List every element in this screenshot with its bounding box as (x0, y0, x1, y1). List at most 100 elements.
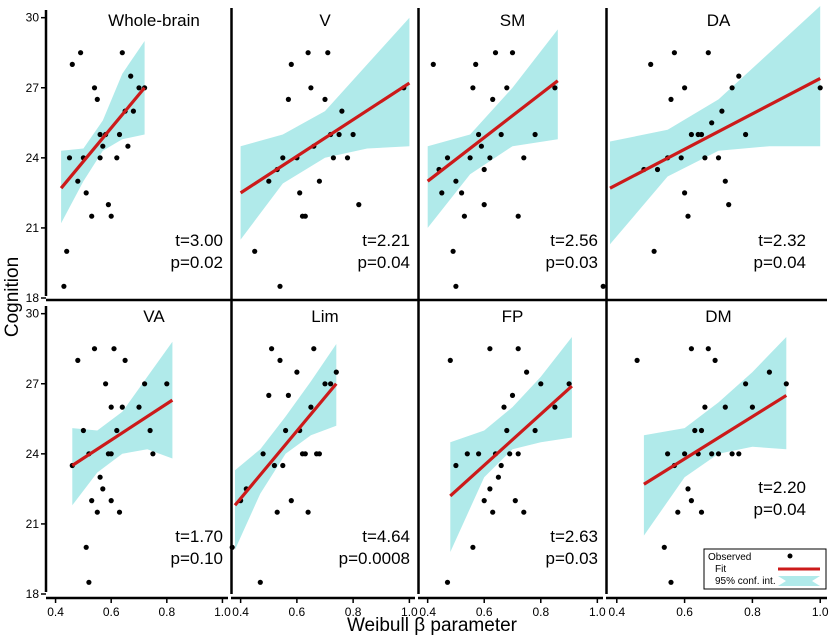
legend-label-ci: 95% conf. int. (715, 576, 776, 587)
observed-point (136, 85, 142, 91)
observed-point (783, 381, 789, 387)
panel-fp: FP t=2.63 p=0.03 (444, 307, 598, 585)
y-tick-label: 18 (26, 587, 40, 601)
observed-point (521, 155, 527, 161)
observed-point (682, 451, 688, 457)
observed-point (461, 213, 467, 219)
confidence-band (643, 337, 787, 536)
observed-point (665, 451, 671, 457)
observed-point (749, 404, 756, 410)
observed-point (257, 579, 263, 585)
observed-point (470, 544, 476, 550)
legend-marker-observed (787, 553, 793, 559)
confidence-band (72, 341, 173, 506)
observed-point (487, 155, 493, 161)
observed-point (692, 427, 698, 434)
observed-point (83, 544, 89, 550)
observed-point (498, 462, 504, 469)
observed-point (675, 509, 681, 515)
x-tick-label: 0.6 (476, 605, 493, 619)
observed-point (453, 462, 459, 469)
fit-line (609, 76, 821, 190)
y-tick-label: 21 (26, 517, 40, 531)
observed-point (515, 451, 521, 457)
observed-point (308, 85, 314, 91)
observed-point (100, 143, 106, 149)
observed-point (108, 213, 114, 219)
observed-point (266, 178, 272, 184)
observed-point (470, 85, 476, 91)
observed-point (97, 131, 103, 138)
observed-point (501, 404, 507, 410)
stat-t-value: t=2.32 (758, 231, 806, 250)
observed-point (325, 50, 331, 56)
fit-line (643, 394, 788, 486)
stat-p-value: p=0.10 (171, 549, 223, 568)
observed-point (507, 451, 513, 457)
observed-point (817, 85, 823, 91)
observed-point (97, 474, 103, 480)
x-tick-label: 0.6 (289, 605, 306, 619)
x-tick-label: 0.8 (532, 605, 549, 619)
observed-point (316, 451, 322, 457)
observed-point (498, 131, 504, 138)
y-tick-label: 27 (26, 81, 40, 95)
legend-label-fit: Fit (715, 564, 726, 575)
x-tick-label: 0.4 (232, 605, 249, 619)
confidence-band (240, 17, 410, 240)
observed-point (75, 357, 81, 363)
x-tick-label: 0.6 (676, 605, 693, 619)
x-tick-label: 0.8 (744, 605, 761, 619)
observed-point (350, 131, 356, 138)
observed-point (328, 381, 334, 387)
observed-point (532, 427, 538, 434)
panel-title: Whole-brain (108, 11, 200, 30)
panel-whole-brain: Whole-brain t=3.00 p=0.02 (59, 11, 223, 289)
observed-point (481, 498, 487, 504)
observed-point (719, 108, 725, 114)
observed-point (285, 96, 291, 102)
y-axis-label: Cognition (2, 257, 23, 337)
observed-point (726, 202, 732, 208)
observed-point (705, 50, 711, 56)
observed-point (524, 369, 530, 375)
observed-point (766, 369, 773, 375)
y-tick-label: 18 (26, 291, 40, 305)
observed-point (108, 404, 114, 410)
observed-point (302, 451, 308, 457)
legend: Observed Fit 95% conf. int. (703, 548, 827, 590)
observed-point (512, 498, 518, 504)
fit-line (71, 398, 174, 467)
y-tick-label: 30 (26, 11, 40, 25)
observed-point (634, 357, 640, 363)
panel-da: DA t=2.32 p=0.04 (600, 6, 823, 289)
observed-point (97, 155, 103, 161)
stat-p-value: p=0.04 (358, 253, 410, 272)
fit-line (239, 81, 411, 195)
stat-t-value: t=2.63 (550, 527, 598, 546)
observed-point (89, 498, 95, 504)
observed-point (702, 155, 708, 161)
panel-title: V (319, 11, 331, 30)
observed-point (114, 155, 120, 161)
x-tick-label: 1.0 (812, 605, 829, 619)
observed-point (91, 85, 98, 91)
observed-point (661, 544, 667, 550)
observed-point (715, 155, 722, 161)
observed-point (509, 50, 516, 56)
observed-point (715, 451, 722, 457)
observed-point (302, 213, 308, 219)
observed-point (122, 357, 128, 363)
stat-p-value: p=0.03 (546, 549, 598, 568)
observed-point (668, 96, 674, 102)
observed-point (283, 427, 289, 434)
observed-point (504, 85, 510, 91)
stat-p-value: p=0.0008 (339, 549, 410, 568)
observed-point (709, 451, 715, 457)
fit-line (233, 382, 338, 507)
panel-title: SM (500, 11, 526, 30)
observed-point (89, 213, 95, 219)
y-tick-label: 24 (26, 151, 40, 165)
